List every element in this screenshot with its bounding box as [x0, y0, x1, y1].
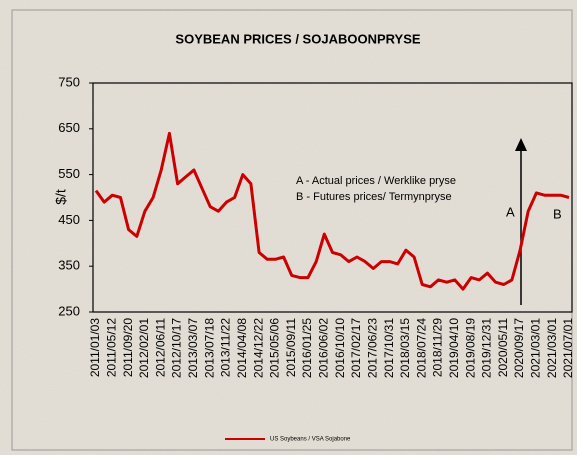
x-tick-label: 2017/10/31 [382, 318, 396, 378]
x-tick-label: 2013/03/07 [186, 318, 200, 378]
annotation: A [506, 204, 515, 219]
plot-frame [92, 82, 573, 313]
price-line [94, 131, 570, 291]
y-axis-label: $/t [53, 189, 69, 205]
y-tick-label: 750 [58, 74, 80, 89]
x-tick-label: 2016/06/02 [317, 318, 331, 378]
x-tick-label: 2018/03/15 [398, 318, 412, 378]
annotation: B - Futures prices/ Termynpryse [296, 191, 452, 203]
x-tick-label: 2020/09/17 [512, 318, 526, 378]
x-tick-label: 2019/12/31 [480, 318, 494, 378]
x-tick-label: 2016/10/10 [333, 318, 347, 378]
x-tick-label: 2021/03/01 [545, 318, 559, 378]
x-tick-label: 2021/07/01 [561, 318, 575, 378]
x-tick-label: 2013/11/22 [219, 318, 233, 377]
x-tick-label: 2020/05/11 [496, 318, 510, 377]
x-tick-label: 2012/02/01 [137, 318, 151, 378]
x-tick-label: 2011/05/12 [104, 318, 118, 377]
chart-title: SOYBEAN PRICES / SOJABOONPRYSE [175, 31, 420, 46]
x-tick-label: 2016/01/25 [300, 318, 314, 378]
x-tick-label: 2015/05/06 [268, 318, 282, 378]
x-tick-label: 2019/04/10 [447, 318, 461, 378]
annotation: A - Actual prices / Werklike pryse [296, 175, 456, 187]
x-tick-label: 2014/12/22 [251, 318, 265, 378]
legend-label: US Soybeans / VSA Sojabone [270, 437, 351, 443]
x-tick-label: 2014/04/08 [235, 318, 249, 378]
y-tick-label: 650 [58, 120, 80, 135]
x-tick-label: 2015/09/11 [284, 318, 298, 377]
x-tick-label: 2013/07/18 [202, 318, 216, 378]
x-tick-label: 2012/06/11 [153, 318, 167, 377]
y-tick-label: 250 [58, 303, 80, 318]
x-tick-label: 2019/08/19 [463, 318, 477, 378]
annotation: B [553, 206, 562, 221]
x-tick-label: 2018/07/24 [414, 318, 428, 378]
y-tick-label: 450 [58, 212, 80, 227]
y-tick-label: 350 [58, 258, 80, 273]
x-tick-label: 2017/02/17 [349, 318, 363, 378]
x-tick-label: 2012/10/17 [170, 318, 184, 378]
x-tick-label: 2017/06/23 [365, 318, 379, 378]
x-tick-label: 2018/11/29 [431, 318, 445, 377]
arrow-head [515, 138, 527, 151]
x-tick-label: 2011/01/03 [88, 318, 102, 377]
x-tick-label: 2021/03/01 [529, 318, 543, 378]
x-tick-label: 2011/09/20 [121, 318, 135, 377]
y-tick-label: 550 [58, 166, 80, 181]
